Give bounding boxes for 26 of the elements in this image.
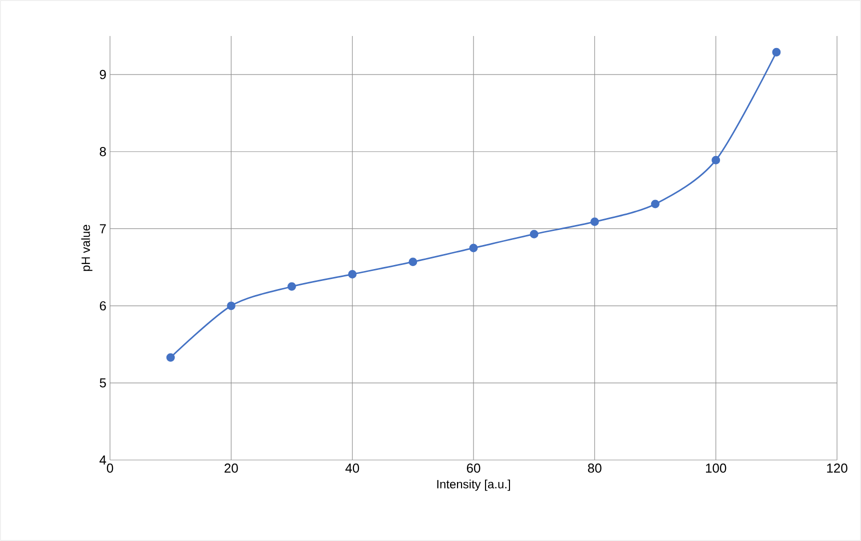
x-tick-label: 40 (345, 464, 360, 473)
point (348, 270, 357, 278)
point (712, 156, 720, 164)
point (590, 218, 599, 226)
point (469, 244, 478, 252)
x-tick-label: 20 (224, 464, 238, 473)
point (288, 282, 296, 291)
x-tick-label: 60 (466, 464, 480, 473)
x-tick-label: 0 (106, 464, 114, 473)
x-tick-label: 80 (588, 464, 602, 473)
point (530, 230, 538, 238)
x-tick-label: 100 (706, 464, 726, 473)
x-tick-label: 120 (827, 464, 848, 473)
y-tick-label: 9 (100, 70, 106, 80)
y-tick-label: 8 (100, 147, 106, 156)
point (226, 302, 236, 310)
y-axis-title: pH value (81, 224, 92, 271)
point (166, 353, 175, 362)
point (772, 48, 781, 56)
y-tick-label: 6 (100, 301, 106, 310)
x-axis-title: Intensity [a.u.] (437, 480, 510, 491)
y-tick-label: 4 (100, 456, 106, 464)
point (651, 200, 660, 208)
y-tick-label: 5 (100, 378, 106, 388)
y-tick-label: 7 (100, 224, 106, 234)
point (408, 258, 418, 266)
